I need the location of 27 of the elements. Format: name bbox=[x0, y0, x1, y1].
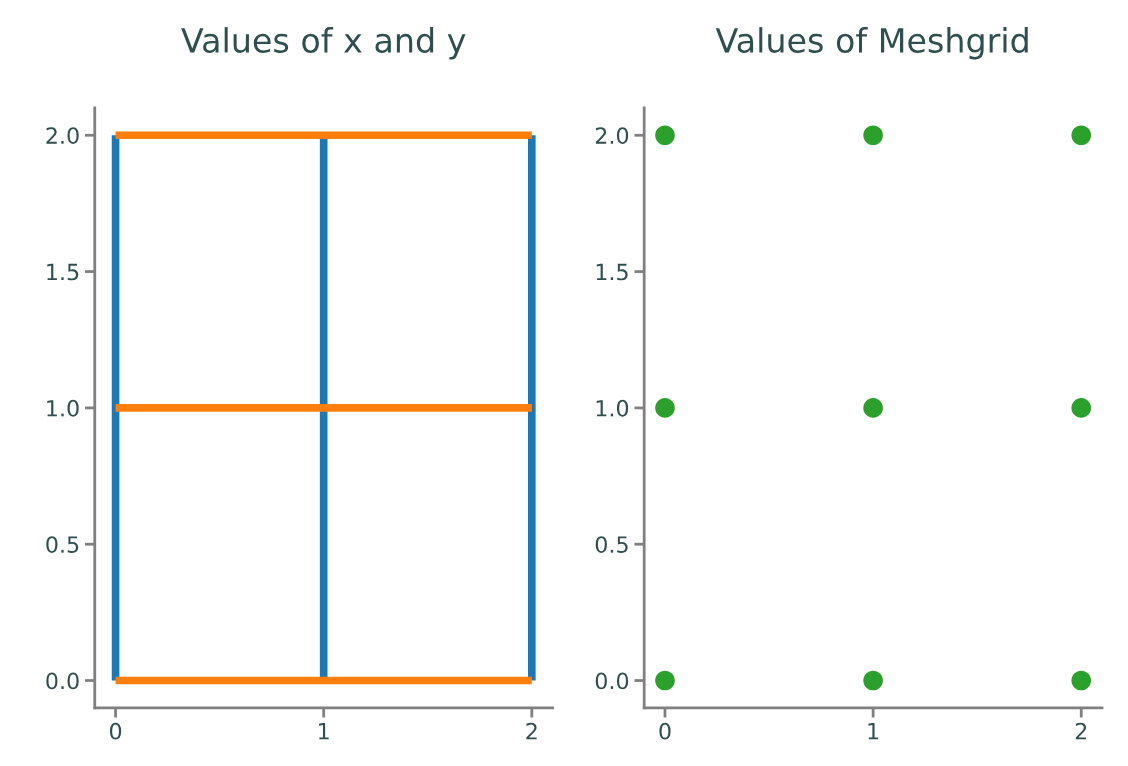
y-tick-label: 0.0 bbox=[595, 672, 629, 690]
x-tick-label: 1 bbox=[319, 723, 329, 740]
y-tick-label: 0.0 bbox=[46, 672, 79, 690]
x-tick-label: 2 bbox=[1075, 722, 1087, 740]
x-tick-label: 0 bbox=[659, 722, 671, 740]
y-tick-label: 2.0 bbox=[595, 127, 629, 145]
point bbox=[655, 125, 675, 146]
y-tick-label: 1.5 bbox=[47, 263, 79, 281]
point bbox=[863, 125, 883, 146]
y-tick-label: 1.5 bbox=[596, 263, 628, 281]
x-tick-label: 1 bbox=[868, 723, 879, 740]
y-tick-label: 0.5 bbox=[46, 536, 79, 553]
point bbox=[863, 670, 883, 691]
point bbox=[1071, 670, 1092, 691]
y-tick-label: 0.5 bbox=[595, 536, 628, 553]
point bbox=[655, 670, 675, 691]
point bbox=[1071, 125, 1092, 146]
chart-title: Values of Meshgrid bbox=[715, 27, 1028, 60]
x-tick-label: 2 bbox=[526, 722, 537, 740]
y-tick-label: 1.0 bbox=[596, 399, 629, 417]
x-tick-label: 0 bbox=[109, 722, 122, 740]
point bbox=[863, 398, 883, 418]
chart-title: Values of x and y bbox=[181, 27, 466, 60]
point bbox=[1071, 398, 1092, 418]
y-tick-label: 1.0 bbox=[47, 399, 79, 417]
point bbox=[655, 398, 675, 418]
y-tick-label: 2.0 bbox=[46, 127, 79, 145]
